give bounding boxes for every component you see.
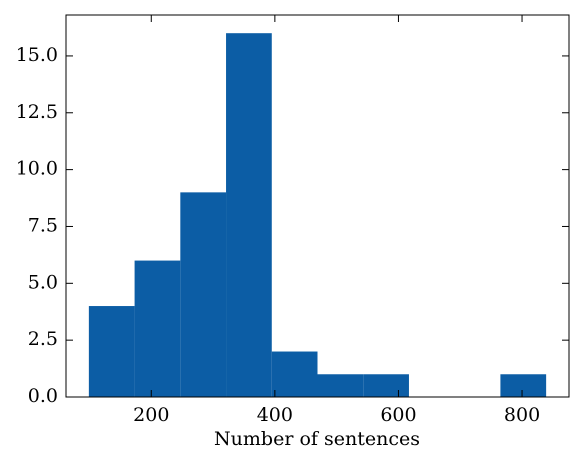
- bar: [134, 260, 181, 397]
- bar: [180, 192, 227, 397]
- x-tick-label: 200: [133, 404, 169, 426]
- bar: [500, 374, 547, 397]
- y-tick-label: 10.0: [16, 158, 58, 180]
- y-tick-label: 2.5: [28, 328, 58, 350]
- bar: [226, 33, 272, 397]
- bar: [271, 351, 318, 397]
- x-axis-label: Number of sentences: [214, 428, 420, 450]
- bar: [363, 374, 409, 397]
- axes-frame: [65, 14, 570, 398]
- x-tick-label: 600: [380, 404, 416, 426]
- x-tick-label: 800: [504, 404, 540, 426]
- bar: [317, 374, 364, 397]
- y-tick-label: 12.5: [16, 101, 58, 123]
- y-tick-label: 0.0: [28, 385, 58, 407]
- y-tick-label: 15.0: [16, 44, 58, 66]
- x-tick-label: 400: [257, 404, 293, 426]
- y-tick-label: 7.5: [28, 214, 58, 236]
- bar: [88, 306, 135, 397]
- y-tick-label: 5.0: [28, 271, 58, 293]
